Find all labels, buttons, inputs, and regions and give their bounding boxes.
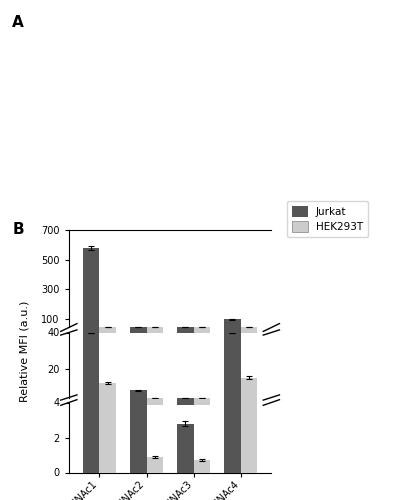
Bar xyxy=(241,402,257,472)
Text: B: B xyxy=(12,222,24,238)
Bar xyxy=(130,328,147,334)
Bar xyxy=(83,402,100,472)
Bar xyxy=(130,402,147,472)
Bar xyxy=(224,332,241,404)
Bar xyxy=(130,390,147,404)
Bar xyxy=(100,402,116,472)
Bar xyxy=(224,402,241,472)
Bar xyxy=(194,328,210,334)
Text: A: A xyxy=(12,15,24,30)
Bar xyxy=(177,398,194,404)
Bar xyxy=(177,424,194,472)
Bar xyxy=(194,460,210,472)
Bar xyxy=(241,328,257,334)
Bar xyxy=(147,457,163,472)
Bar xyxy=(177,328,194,334)
Bar xyxy=(224,320,241,334)
Bar xyxy=(194,398,210,404)
Text: Relative MFI (a.u.): Relative MFI (a.u.) xyxy=(19,300,29,402)
Bar xyxy=(147,398,163,404)
Bar xyxy=(83,332,100,404)
Legend: Jurkat, HEK293T: Jurkat, HEK293T xyxy=(287,201,368,237)
Bar xyxy=(147,328,163,334)
Bar xyxy=(100,383,116,404)
Bar xyxy=(241,378,257,404)
Bar xyxy=(83,248,100,334)
Bar xyxy=(100,328,116,334)
